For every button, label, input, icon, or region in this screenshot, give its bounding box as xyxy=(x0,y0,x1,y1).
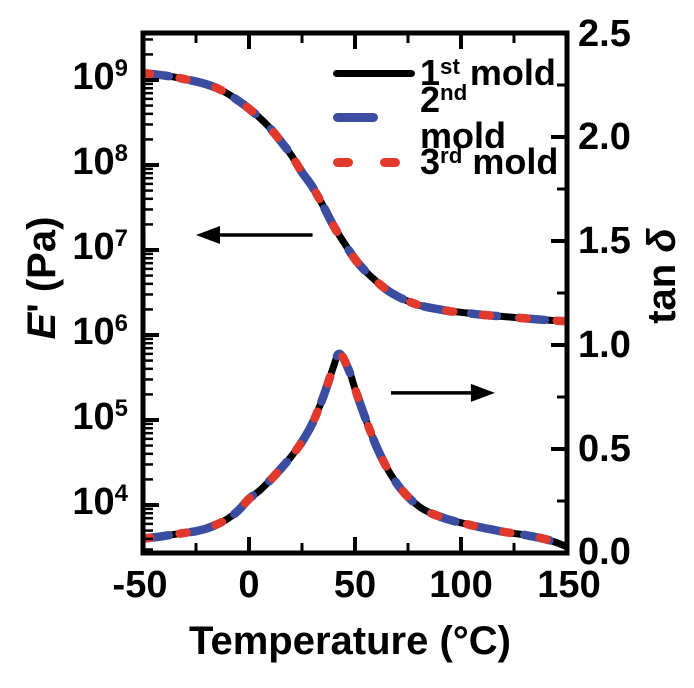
left-tick-label: 107 xyxy=(72,224,128,268)
legend-label: 1st mold xyxy=(420,52,556,94)
left-tick-label: 106 xyxy=(72,309,128,353)
right-tick-label: 1.5 xyxy=(578,220,631,262)
left-tick-label: 108 xyxy=(72,139,128,183)
legend-dash-line-icon xyxy=(333,113,378,123)
x-tick-label: 100 xyxy=(429,564,493,606)
curve-e-prime-3rd-mold xyxy=(142,69,568,326)
right-tick-label: 2.5 xyxy=(578,13,631,55)
x-tick-label: 0 xyxy=(238,564,260,606)
right-axis-title: tan δ xyxy=(640,228,684,324)
legend-dot-line-icon xyxy=(333,157,353,167)
plot-frame xyxy=(140,30,570,556)
right-tick-label: 1.0 xyxy=(578,324,631,366)
x-tick-label: -50 xyxy=(112,564,168,606)
left-tick-label: 105 xyxy=(72,394,128,438)
right-tick-label: 0.0 xyxy=(578,531,631,573)
curve-tan-delta-3rd-mold xyxy=(142,349,568,552)
annotation-arrow-left-icon xyxy=(196,226,220,245)
right-tick-label: 0.5 xyxy=(578,428,631,470)
right-tick-label: 2.0 xyxy=(578,116,631,158)
left-axis-title: E' (Pa) xyxy=(20,216,64,340)
legend-item-1st-mold: 1st mold xyxy=(333,51,563,96)
legend-dot-line-icon xyxy=(380,157,400,167)
x-tick-label: 50 xyxy=(333,564,377,606)
x-tick-label: 150 xyxy=(537,564,601,606)
axis-ticks xyxy=(141,31,569,555)
x-axis-title: Temperature (°C) xyxy=(189,619,511,663)
legend-label: 2nd mold xyxy=(420,78,506,156)
legend-label: 3rd mold xyxy=(420,141,559,183)
left-tick-label: 104 xyxy=(72,479,128,523)
curves xyxy=(142,69,568,552)
annotation-arrow-right-icon xyxy=(470,383,495,402)
legend: 1st mold 2nd mold 3rd mold xyxy=(333,51,563,185)
curve-tan-delta-1st-mold xyxy=(142,350,568,551)
legend-item-2nd-mold: 2nd mold xyxy=(333,81,563,153)
legend-item-3rd-mold: 3rd mold xyxy=(333,140,563,185)
legend-solid-line-icon xyxy=(333,69,415,77)
left-tick-label: 109 xyxy=(72,54,128,98)
